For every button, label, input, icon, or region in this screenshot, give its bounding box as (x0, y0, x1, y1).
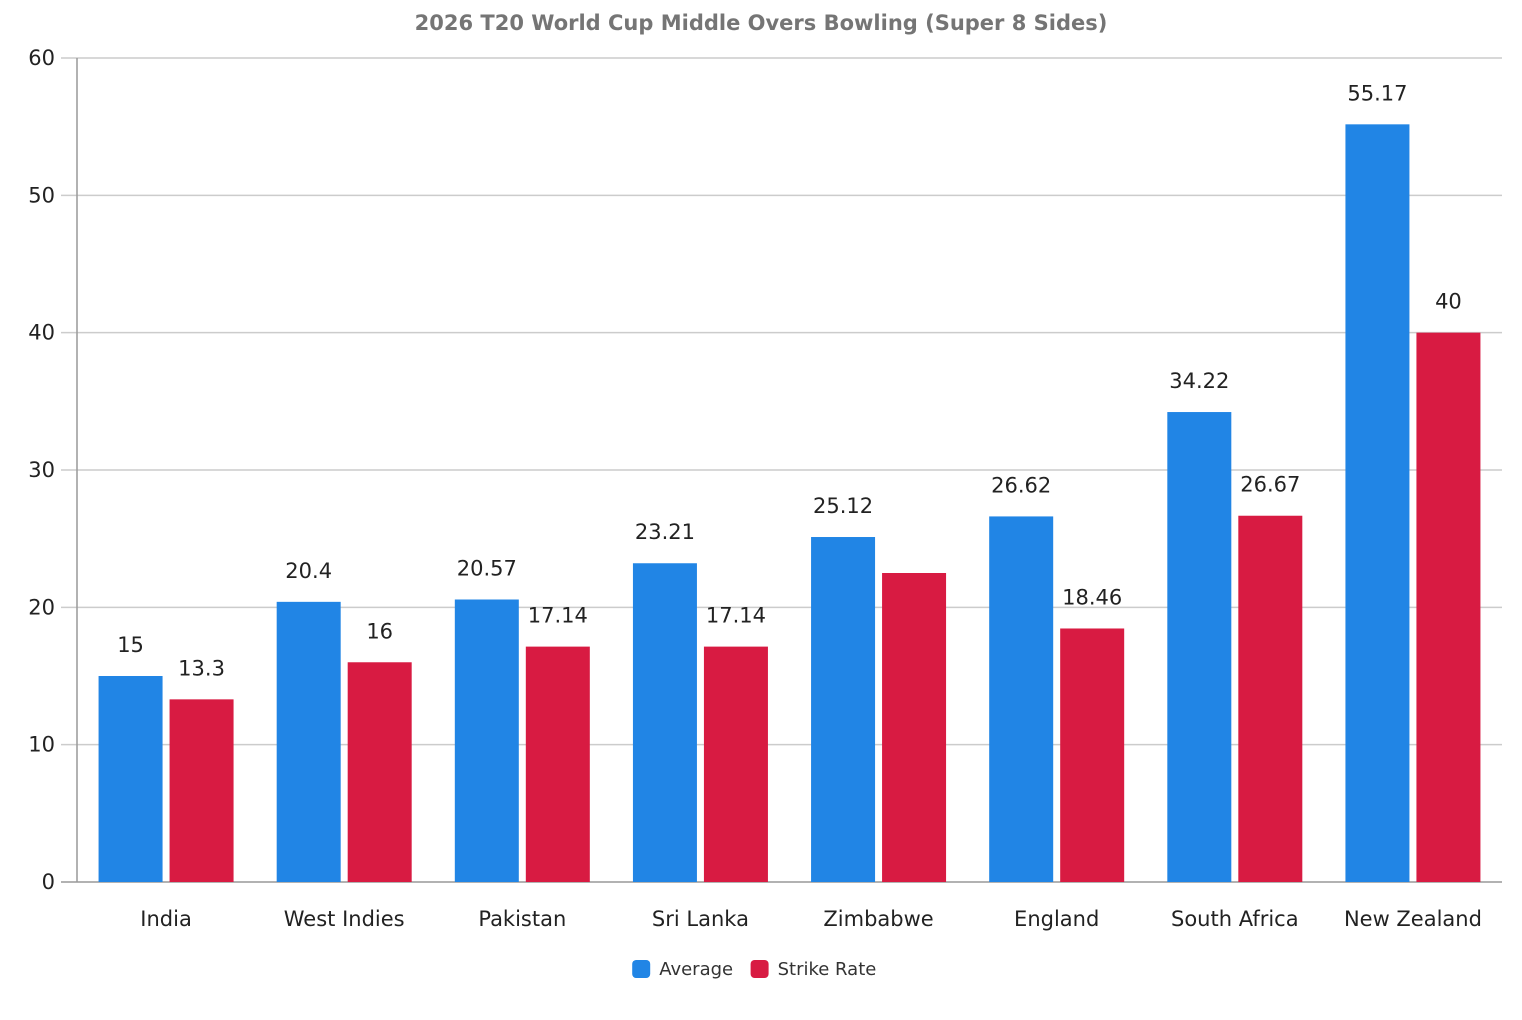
data-label-average-west-indies: 20.4 (285, 559, 332, 583)
y-tick-label-60: 60 (28, 46, 55, 70)
bar-average-zimbabwe (811, 537, 876, 882)
x-tick-label-pakistan: Pakistan (478, 907, 566, 931)
x-tick-label-zimbabwe: Zimbabwe (823, 907, 933, 931)
x-axis-category-labels: India West Indies Pakistan Sri Lanka Zimbabw… (140, 907, 1482, 931)
x-tick-label-new-zealand: New Zealand (1344, 907, 1482, 931)
bar-average-west-indies (276, 601, 341, 882)
bar-strike-rate-west-indies (347, 662, 412, 882)
bar-average-sri-lanka (632, 563, 697, 882)
data-label-average-zimbabwe: 25.12 (813, 494, 873, 518)
bar-strike-rate-india (169, 699, 234, 882)
data-label-strike-rate-west-indies: 16 (366, 619, 393, 643)
bar-strike-rate-zimbabwe (882, 573, 947, 882)
data-label-strike-rate-south-africa: 26.67 (1240, 473, 1300, 497)
data-label-average-pakistan: 20.57 (457, 557, 517, 581)
bar-average-pakistan (454, 599, 519, 882)
x-tick-label-west-indies: West Indies (284, 907, 405, 931)
chart-title: 2026 T20 World Cup Middle Overs Bowling … (415, 11, 1108, 35)
bar-strike-rate-england (1060, 628, 1125, 882)
bar-average-new-zealand (1345, 124, 1410, 882)
data-label-strike-rate-new-zealand: 40 (1435, 290, 1462, 314)
x-tick-label-england: England (1014, 907, 1099, 931)
y-tick-label-10: 10 (28, 733, 55, 757)
x-tick-label-india: India (140, 907, 192, 931)
legend-swatch-strike-rate (750, 960, 769, 978)
bars (98, 124, 1481, 883)
y-tick-label-20: 20 (28, 595, 55, 619)
data-labels: 15 13.3 20.4 16 20.57 17.14 23.21 17.14 25.12 26.… (117, 81, 1462, 680)
legend-label-strike-rate: Strike Rate (778, 959, 877, 980)
bar-strike-rate-new-zealand (1416, 332, 1481, 883)
y-tick-label-50: 50 (28, 183, 55, 207)
y-axis-tick-labels: 0 10 20 30 40 50 60 (28, 46, 55, 894)
y-tick-label-30: 30 (28, 458, 55, 482)
y-tick-label-0: 0 (42, 870, 55, 894)
x-tick-label-sri-lanka: Sri Lanka (652, 907, 749, 931)
legend-swatch-average (632, 960, 651, 978)
data-label-average-south-africa: 34.22 (1169, 369, 1229, 393)
bar-strike-rate-south-africa (1238, 515, 1303, 882)
bar-strike-rate-sri-lanka (703, 646, 768, 882)
legend-label-average: Average (659, 959, 733, 980)
data-label-average-india: 15 (117, 633, 144, 657)
x-tick-label-south-africa: South Africa (1171, 907, 1299, 931)
data-label-average-new-zealand: 55.17 (1347, 81, 1407, 105)
data-label-strike-rate-sri-lanka: 17.14 (706, 604, 766, 628)
data-label-average-sri-lanka: 23.21 (635, 520, 695, 544)
data-label-strike-rate-pakistan: 17.14 (528, 604, 588, 628)
bar-average-south-africa (1167, 412, 1232, 882)
y-tick-label-40: 40 (28, 321, 55, 345)
bar-average-england (989, 516, 1054, 882)
data-label-strike-rate-england: 18.46 (1062, 585, 1122, 609)
bar-average-india (98, 676, 163, 882)
bar-strike-rate-pakistan (525, 646, 590, 882)
legend: Average Strike Rate (632, 959, 876, 980)
data-label-strike-rate-india: 13.3 (178, 656, 225, 680)
data-label-average-england: 26.62 (991, 473, 1051, 497)
